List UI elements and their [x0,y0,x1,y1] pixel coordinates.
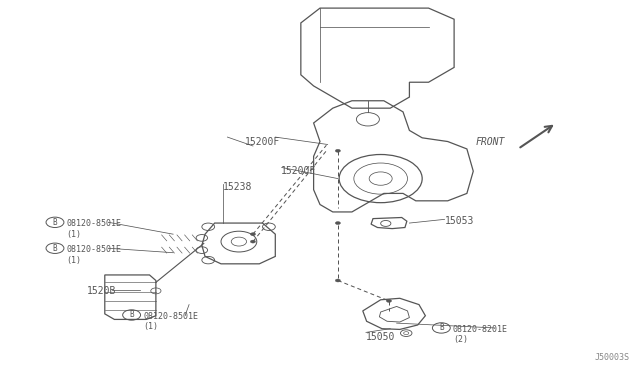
Text: B: B [52,244,58,253]
Circle shape [387,299,392,302]
Text: 15050: 15050 [366,333,396,342]
Text: B: B [52,218,58,227]
Circle shape [335,222,340,225]
Circle shape [335,149,340,152]
Text: 08120-8201E
(2): 08120-8201E (2) [453,325,508,344]
Circle shape [250,240,255,243]
Text: FRONT: FRONT [476,137,505,147]
Text: B: B [129,311,134,320]
Text: 15200F: 15200F [280,166,316,176]
Circle shape [250,233,255,235]
Circle shape [335,279,340,282]
Text: B: B [439,323,444,333]
Text: 15238: 15238 [223,182,252,192]
Text: 1520B: 1520B [87,286,116,296]
Text: J50003S: J50003S [595,353,630,362]
Text: 15200F: 15200F [245,137,280,147]
Text: 08120-8501E
(1): 08120-8501E (1) [67,219,122,239]
Text: 15053: 15053 [445,216,474,226]
Text: 08120-8501E
(1): 08120-8501E (1) [143,312,198,331]
Text: 08120-8501E
(1): 08120-8501E (1) [67,245,122,265]
